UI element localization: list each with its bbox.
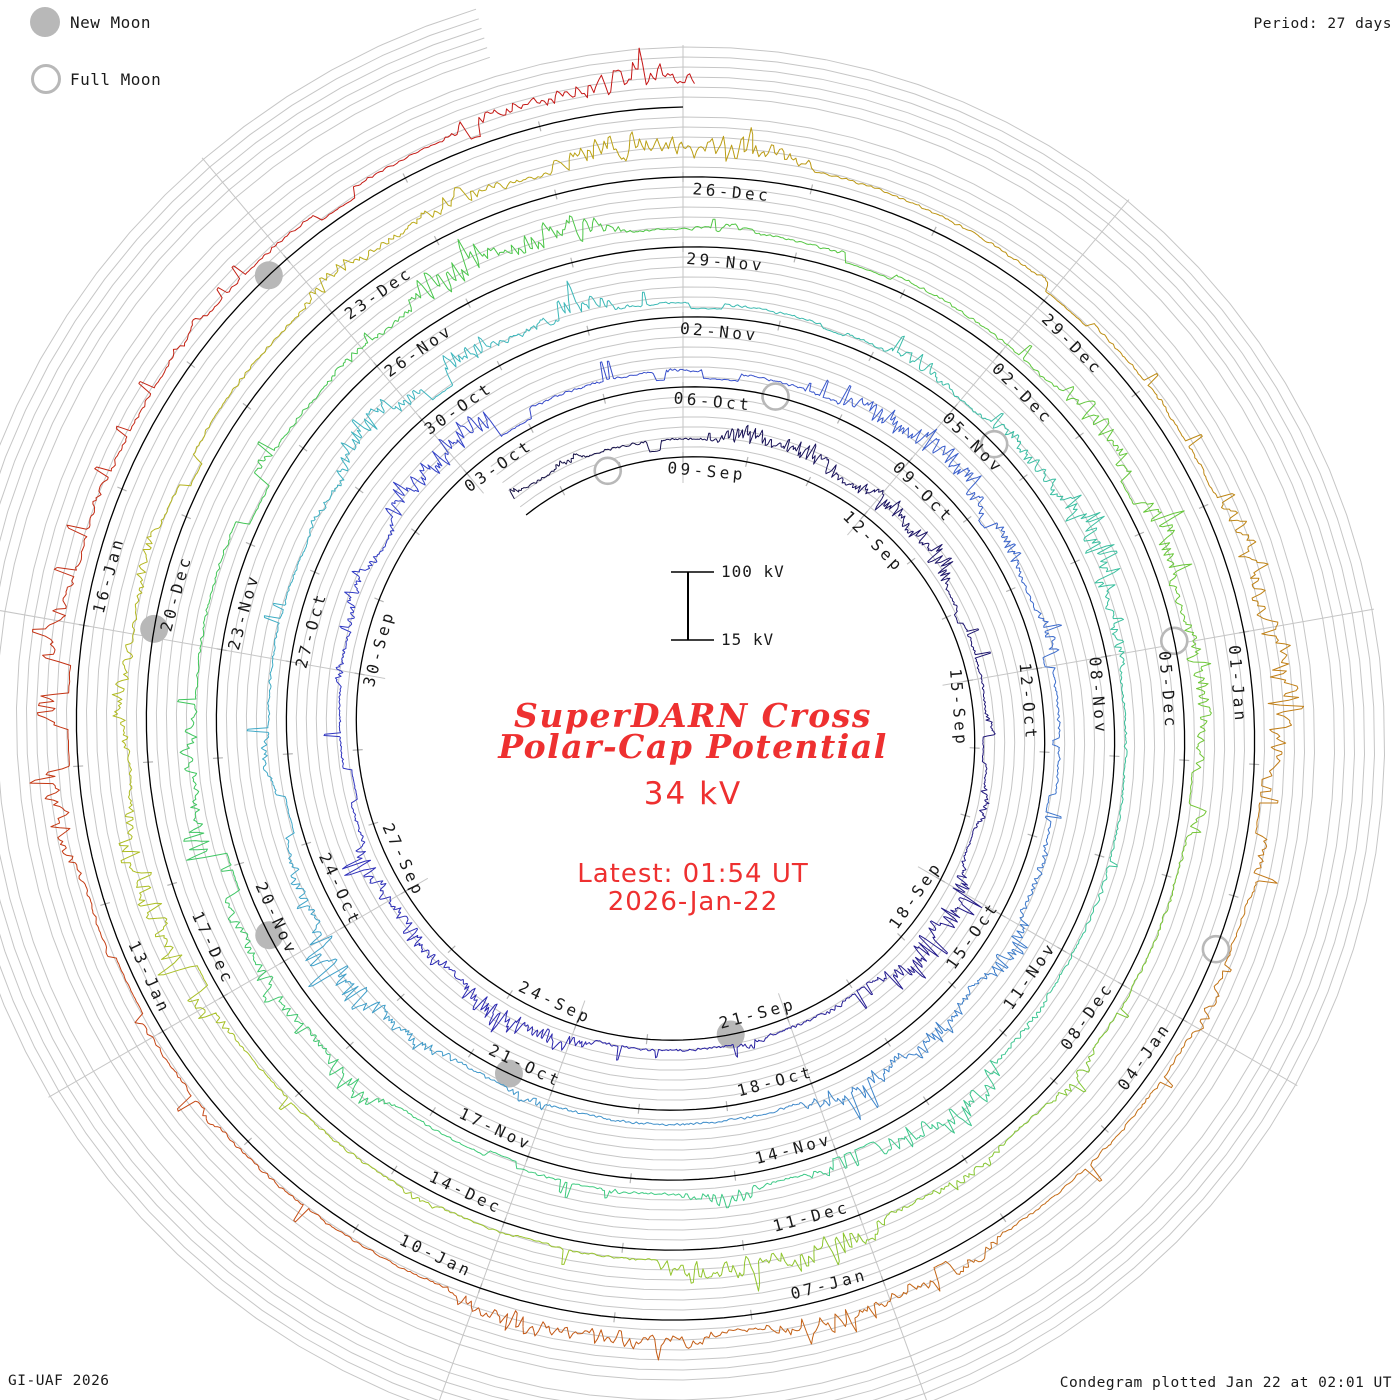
date-label: 21-Sep xyxy=(717,994,798,1032)
latest-time-label: Latest: 01:54 UT xyxy=(577,859,809,889)
date-label: 26-Dec xyxy=(692,179,772,205)
new-moon-label: New Moon xyxy=(70,13,152,32)
full-moon-label: Full Moon xyxy=(70,70,162,89)
scale-top-label: 100 kV xyxy=(721,562,785,581)
date-label: 03-Oct xyxy=(461,435,537,496)
date-label: 11-Dec xyxy=(771,1197,852,1235)
chart-title-line1: SuperDARN Cross xyxy=(514,696,872,735)
scale-bottom-label: 15 kV xyxy=(721,630,775,649)
date-label: 23-Dec xyxy=(341,263,417,324)
date-label: 02-Nov xyxy=(679,319,759,345)
new-moon-symbol xyxy=(30,7,60,37)
spiral-gridlines xyxy=(0,8,1386,1400)
date-label: 04-Jan xyxy=(1114,1019,1175,1094)
date-label: 26-Nov xyxy=(381,320,457,381)
credit-label: GI-UAF 2026 xyxy=(8,1373,110,1389)
date-label: 09-Sep xyxy=(667,458,747,484)
date-label: 30-Oct xyxy=(421,378,497,439)
chart-title-line2: Polar-Cap Potential xyxy=(498,727,888,766)
period-label: Period: 27 days xyxy=(1253,16,1392,32)
date-label: 23-Nov xyxy=(224,571,263,652)
radial-spokes xyxy=(0,45,1374,1400)
date-label: 24-Sep xyxy=(516,977,595,1028)
date-label: 11-Nov xyxy=(999,938,1060,1013)
baseline-spiral xyxy=(75,106,1256,1321)
date-label: 18-Oct xyxy=(735,1062,816,1100)
latest-date-label: 2026-Jan-22 xyxy=(607,887,779,917)
date-label: 14-Nov xyxy=(753,1130,834,1168)
full-moon-symbol xyxy=(31,64,61,94)
date-label: 29-Nov xyxy=(686,249,766,275)
scale-bar xyxy=(671,571,714,641)
date-label: 06-Oct xyxy=(673,388,753,414)
cpcp-data-spiral xyxy=(29,47,1305,1361)
date-label: 16-Jan xyxy=(89,534,128,615)
date-label: 08-Dec xyxy=(1056,978,1117,1053)
current-value: 34 kV xyxy=(643,776,743,812)
plotted-timestamp: Condegram plotted Jan 22 at 02:01 UT xyxy=(1059,1375,1392,1391)
